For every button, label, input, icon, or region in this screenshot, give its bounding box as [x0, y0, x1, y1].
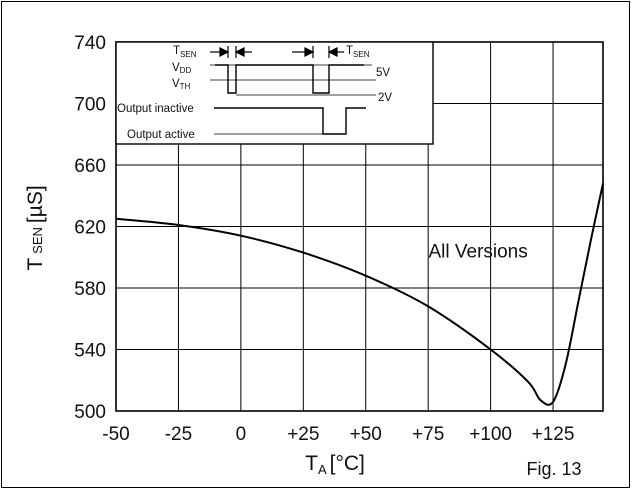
- y-tick-label: 540: [74, 341, 106, 362]
- x-tick-label: +50: [350, 424, 382, 445]
- y-tick-label: 580: [74, 279, 106, 300]
- inset-vth-label: VTH: [172, 78, 191, 91]
- annotation-label: All Versions: [428, 241, 527, 262]
- x-tick-label: -50: [102, 424, 129, 445]
- y-tick-label: 700: [74, 95, 106, 116]
- x-tick-label: +25: [287, 424, 319, 445]
- annotations: All Versions: [428, 241, 527, 262]
- y-tick-label: 500: [74, 402, 106, 423]
- x-tick-label: +100: [469, 424, 512, 445]
- y-tick-label: 660: [74, 156, 106, 177]
- inset-output-active-label: Output active: [127, 129, 195, 141]
- inset-2v-label: 2V: [378, 92, 392, 104]
- x-tick-label: -25: [165, 424, 192, 445]
- timing-diagram-inset: TSEN TSEN VDD VTH 5V 2V Output inactive …: [115, 41, 434, 145]
- x-tick-label: +75: [412, 424, 444, 445]
- tick-labels: -50 -25 0 +25 +50 +75 +100 +125 500 540 580 620 660 7…: [74, 33, 574, 445]
- y-axis-title: TSEN[µS]: [24, 185, 47, 270]
- x-tick-label: +125: [532, 424, 575, 445]
- inset-tsen-left-label: TSEN: [173, 45, 197, 59]
- inset-5v-label: 5V: [376, 67, 390, 79]
- inset-output-inactive-label: Output inactive: [117, 103, 194, 115]
- x-tick-label: 0: [236, 424, 247, 445]
- y-tick-label: 620: [74, 218, 106, 239]
- x-axis-title: TA [°C]: [305, 452, 365, 477]
- series: [115, 183, 604, 406]
- figure-label: Fig. 13: [526, 459, 581, 479]
- y-tick-label: 740: [74, 33, 106, 54]
- tsen-arrows: [210, 46, 344, 58]
- inset-tsen-right-label: TSEN: [346, 45, 370, 59]
- inset-vdd-label: VDD: [172, 62, 191, 75]
- inset-box: [115, 41, 434, 145]
- series-line: [115, 183, 604, 406]
